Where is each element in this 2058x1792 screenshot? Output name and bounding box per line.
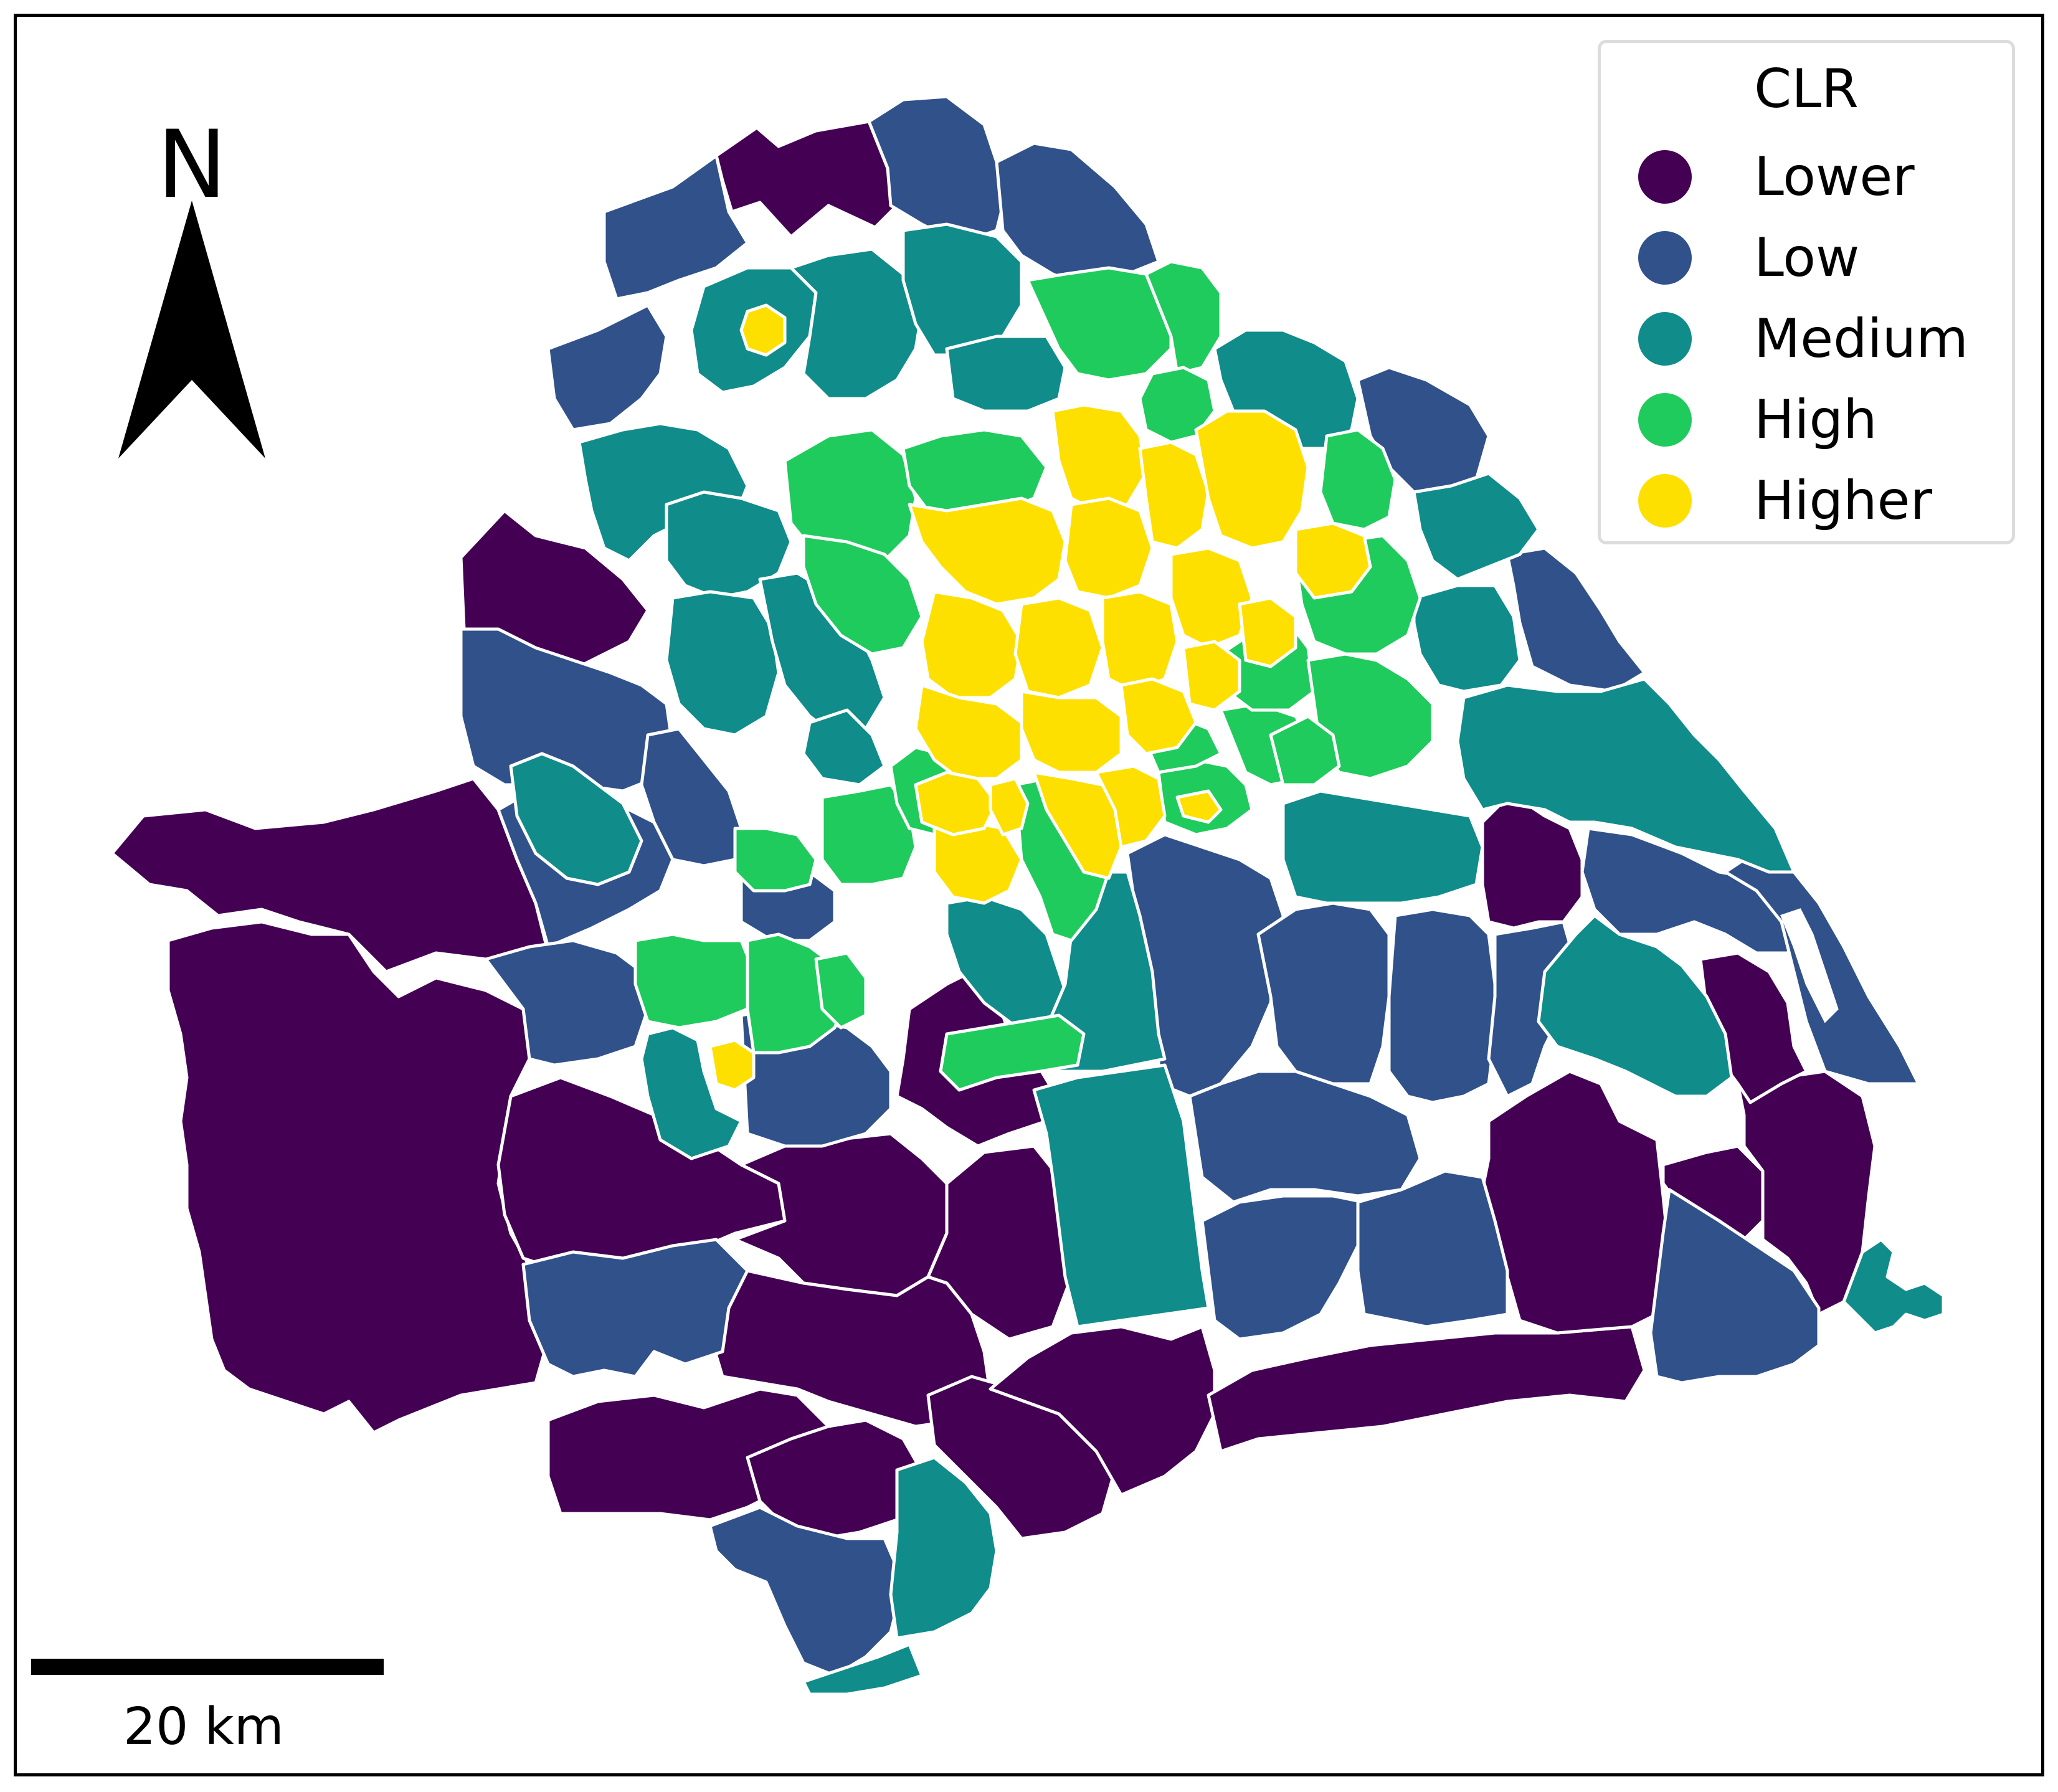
region — [1175, 789, 1223, 824]
scale-bar — [31, 1659, 384, 1675]
region — [1051, 403, 1148, 513]
north-arrow — [118, 201, 265, 458]
legend-title: CLR — [1754, 58, 1859, 120]
region — [802, 708, 886, 787]
region — [1387, 908, 1497, 1104]
region — [665, 590, 780, 737]
region — [1238, 596, 1297, 668]
region — [889, 1456, 998, 1640]
region — [914, 770, 998, 837]
region — [789, 247, 924, 401]
region — [945, 334, 1067, 413]
coastal-strip — [1780, 908, 1839, 1023]
legend-swatch — [1638, 231, 1692, 285]
legend-swatch — [1638, 150, 1692, 204]
region — [633, 932, 756, 1030]
region — [908, 496, 1067, 606]
legend-label: Low — [1754, 227, 1860, 289]
region — [802, 534, 924, 656]
region — [1207, 1325, 1646, 1453]
region — [1481, 1069, 1671, 1335]
region — [1020, 690, 1123, 774]
region — [814, 951, 868, 1030]
legend: CLR Lower Low Medium High Higher — [1598, 40, 2015, 544]
region — [1194, 409, 1310, 550]
legend-label: Lower — [1754, 146, 1915, 208]
region — [1119, 677, 1198, 756]
legend-item-high: High — [1638, 386, 1877, 454]
region — [995, 141, 1160, 288]
region — [1649, 1188, 1821, 1385]
scale-label: 20 km — [123, 1697, 284, 1756]
region — [702, 1269, 992, 1428]
region — [920, 590, 1023, 699]
legend-swatch — [1638, 393, 1692, 447]
region — [166, 920, 550, 1434]
legend-swatch — [1638, 474, 1692, 528]
region — [1281, 789, 1484, 905]
region — [1456, 677, 1796, 874]
region — [1169, 546, 1254, 650]
region — [521, 1238, 749, 1378]
region — [1138, 440, 1210, 550]
legend-item-low: Low — [1638, 224, 1859, 292]
region — [1026, 266, 1173, 382]
region — [1269, 714, 1341, 787]
legend-item-medium: Medium — [1638, 305, 1968, 373]
region — [1032, 1063, 1210, 1329]
region — [1506, 546, 1646, 693]
region — [1319, 428, 1397, 531]
region — [1144, 260, 1223, 376]
region — [708, 1038, 756, 1092]
region — [1256, 901, 1391, 1086]
region — [484, 939, 650, 1067]
region — [1412, 472, 1540, 581]
region — [1063, 496, 1154, 600]
north-arrow-icon — [118, 201, 265, 458]
region — [867, 95, 1005, 245]
regions-higher — [708, 303, 1372, 1092]
coastal-details — [1780, 908, 1839, 1023]
region — [939, 1013, 1086, 1092]
region — [1537, 914, 1733, 1098]
region — [1294, 521, 1372, 600]
region — [1200, 1194, 1366, 1341]
legend-item-higher: Higher — [1638, 467, 1932, 535]
region — [1101, 590, 1179, 693]
region — [1032, 770, 1123, 880]
region — [1188, 1069, 1422, 1204]
legend-label: High — [1754, 389, 1877, 451]
region — [802, 1643, 924, 1696]
region — [914, 683, 1023, 780]
region — [714, 120, 899, 239]
region — [901, 428, 1048, 519]
legend-swatch — [1638, 312, 1692, 366]
region — [1013, 596, 1104, 699]
region — [733, 827, 818, 893]
region — [820, 783, 918, 886]
region — [546, 303, 668, 432]
region — [1356, 1169, 1509, 1329]
regions-lower — [110, 120, 1877, 1540]
legend-item-lower: Lower — [1638, 143, 1915, 211]
legend-label: Medium — [1754, 308, 1968, 370]
region — [739, 303, 787, 357]
region — [989, 777, 1030, 837]
region — [665, 490, 793, 600]
north-label: N — [157, 111, 227, 219]
region — [640, 1026, 743, 1160]
region — [496, 1076, 787, 1273]
region — [509, 752, 643, 886]
region — [1580, 827, 1808, 955]
region — [708, 1505, 905, 1677]
region — [1736, 1069, 1877, 1316]
region — [1182, 640, 1241, 712]
region — [1412, 584, 1522, 693]
region — [602, 154, 749, 301]
region — [1094, 764, 1167, 849]
region — [1842, 1238, 1945, 1335]
legend-label: Higher — [1754, 470, 1932, 532]
